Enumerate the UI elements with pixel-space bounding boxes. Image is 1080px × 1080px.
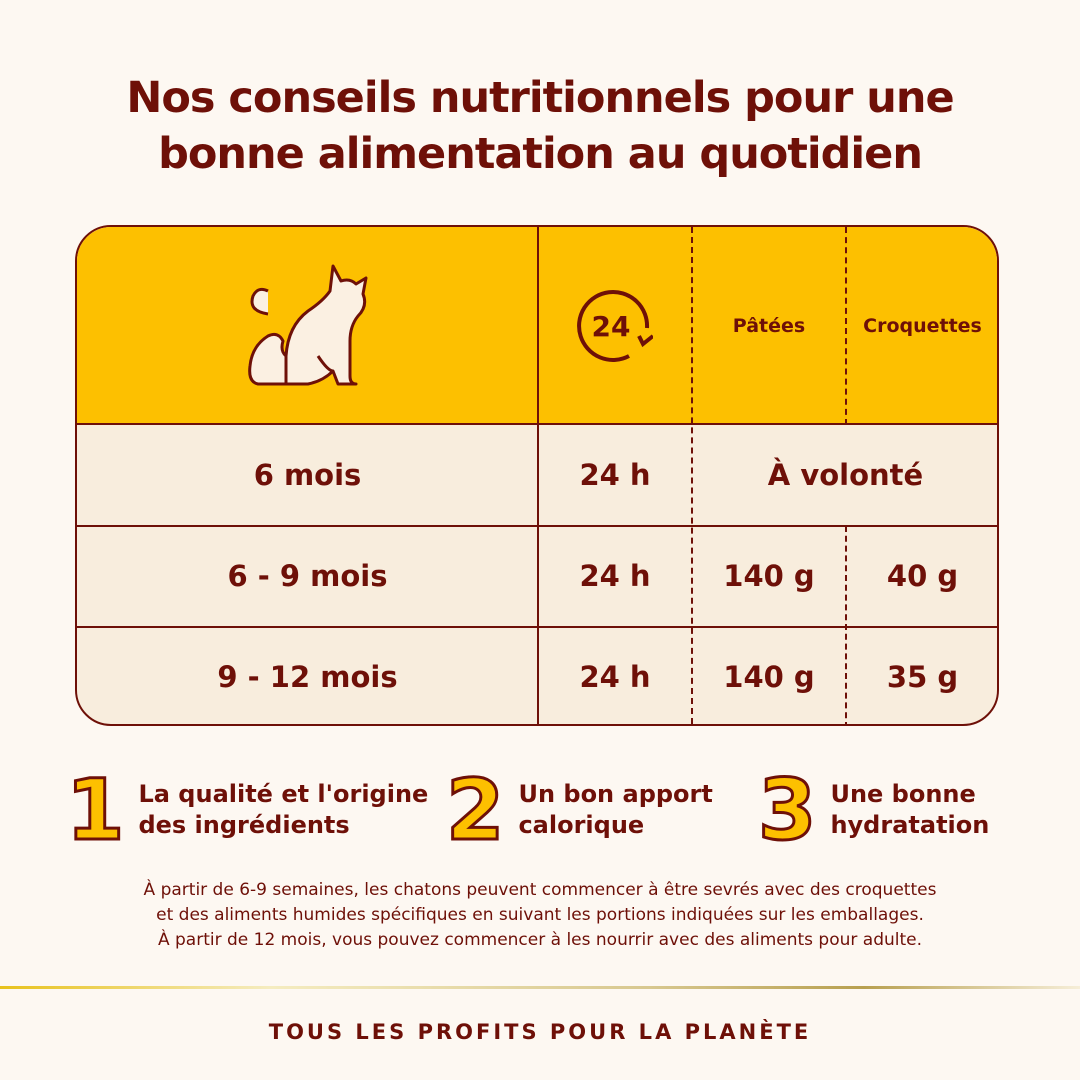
tip-text: hydratation (830, 811, 990, 839)
row-3-croquettes: 35 g (886, 659, 959, 694)
clock-label: 24 (592, 310, 631, 343)
tip-number: 1 (64, 761, 125, 859)
clock-24h-icon: 24 (538, 227, 692, 425)
divider (537, 227, 539, 724)
tip-text: calorique (518, 811, 645, 839)
tip-number: 2 (444, 761, 505, 859)
tip-text: La qualité et l'origine (138, 780, 429, 808)
tip-number: 3 (756, 761, 817, 859)
note-line: et des aliments humides spécifiques en s… (156, 905, 924, 925)
title-line-1: Nos conseils nutritionnels pour une (126, 73, 954, 123)
tip-text: des ingrédients (138, 811, 350, 839)
footer-tagline: TOUS LES PROFITS POUR LA PLANÈTE (268, 1020, 812, 1044)
divider-line (0, 986, 1080, 989)
tip-text: Une bonne (830, 780, 976, 808)
title-line-2: bonne alimentation au quotidien (158, 129, 923, 179)
divider (845, 526, 847, 724)
row-3-patees: 140 g (723, 659, 815, 694)
page-title: Nos conseils nutritionnels pour une bonn… (0, 70, 1080, 182)
tip-3: 3 Une bonne hydratation (756, 761, 990, 859)
note-line: À partir de 6-9 semaines, les chatons pe… (143, 880, 937, 900)
divider (77, 525, 997, 527)
note-line: À partir de 12 mois, vous pouvez commenc… (157, 930, 923, 950)
tip-2: 2 Un bon apport calorique (444, 761, 713, 859)
row-2-croquettes: 40 g (886, 559, 959, 593)
row-3-duration: 24 h (579, 659, 651, 694)
header-patees: Pâtées (732, 315, 806, 337)
divider (77, 626, 997, 628)
row-2-age: 6 - 9 mois (227, 559, 388, 593)
info-note: À partir de 6-9 semaines, les chatons pe… (0, 878, 1080, 953)
row-2-duration: 24 h (579, 559, 651, 593)
nutrition-table: 24 Pâtées Croquettes 6 mois 24 h À volon… (75, 225, 999, 726)
row-1-merged: À volonté (767, 458, 924, 492)
row-2-patees: 140 g (723, 559, 815, 593)
tip-1: 1 La qualité et l'origine des ingrédients (64, 761, 429, 859)
tip-text: Un bon apport (518, 780, 713, 808)
header-croquettes: Croquettes (863, 315, 982, 337)
cat-icon (77, 227, 538, 425)
divider (691, 227, 693, 724)
row-3-age: 9 - 12 mois (217, 659, 398, 694)
row-1-duration: 24 h (579, 458, 651, 492)
row-1-age: 6 mois (253, 458, 362, 492)
divider (845, 227, 847, 425)
